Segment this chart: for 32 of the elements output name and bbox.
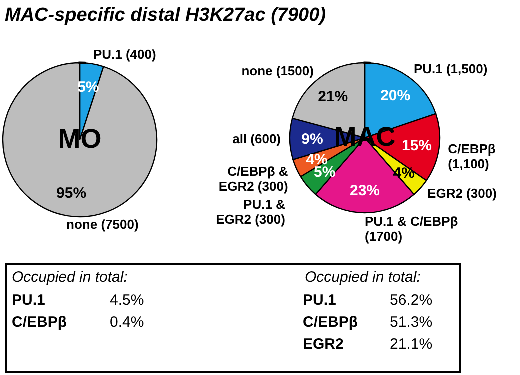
text: EGR2 — [303, 336, 344, 353]
slice-label: none (1500) — [242, 63, 314, 78]
data-label: 21% — [318, 88, 348, 106]
slice-label: C/EBPβ & EGR2 (300) — [218, 164, 288, 194]
text: Occupied in total: — [12, 269, 128, 286]
slice-label: all (600) — [232, 131, 282, 146]
chart-title: MAC-specific distal H3K27ac (7900) — [5, 5, 326, 26]
data-label: 5% — [314, 164, 336, 181]
text: 21.1% — [390, 336, 433, 353]
text: MO — [58, 124, 102, 154]
text: C/EBPβ — [303, 314, 358, 331]
data-label: 9% — [302, 130, 324, 148]
data-label: 95% — [56, 185, 87, 202]
data-label: 15% — [402, 137, 432, 154]
slice-label: none (7500) — [66, 216, 139, 232]
text: PU.1 — [12, 292, 46, 309]
slice-label: EGR2 (300) — [428, 186, 497, 202]
text: 51.3% — [390, 314, 433, 331]
text: 0.4% — [110, 314, 144, 331]
text: C/EBPβ — [12, 314, 67, 331]
text: 4.5% — [110, 292, 144, 309]
text: PU.1 — [303, 292, 336, 309]
slice-label: C/EBPβ (1,100) — [448, 142, 496, 172]
legend-label: PU.1 (400) — [93, 47, 156, 62]
data-label: 20% — [380, 87, 411, 104]
slice-label: PU.1 & C/EBPβ (1700) — [365, 214, 458, 244]
slice-label: PU.1 (1,500) — [414, 62, 488, 77]
text: Occupied in total: — [305, 269, 421, 286]
pie-slice — [2, 62, 158, 218]
text: 56.2% — [390, 292, 433, 309]
slice-label: PU.1 & EGR2 (300) — [216, 196, 286, 227]
data-label: 23% — [350, 182, 380, 200]
